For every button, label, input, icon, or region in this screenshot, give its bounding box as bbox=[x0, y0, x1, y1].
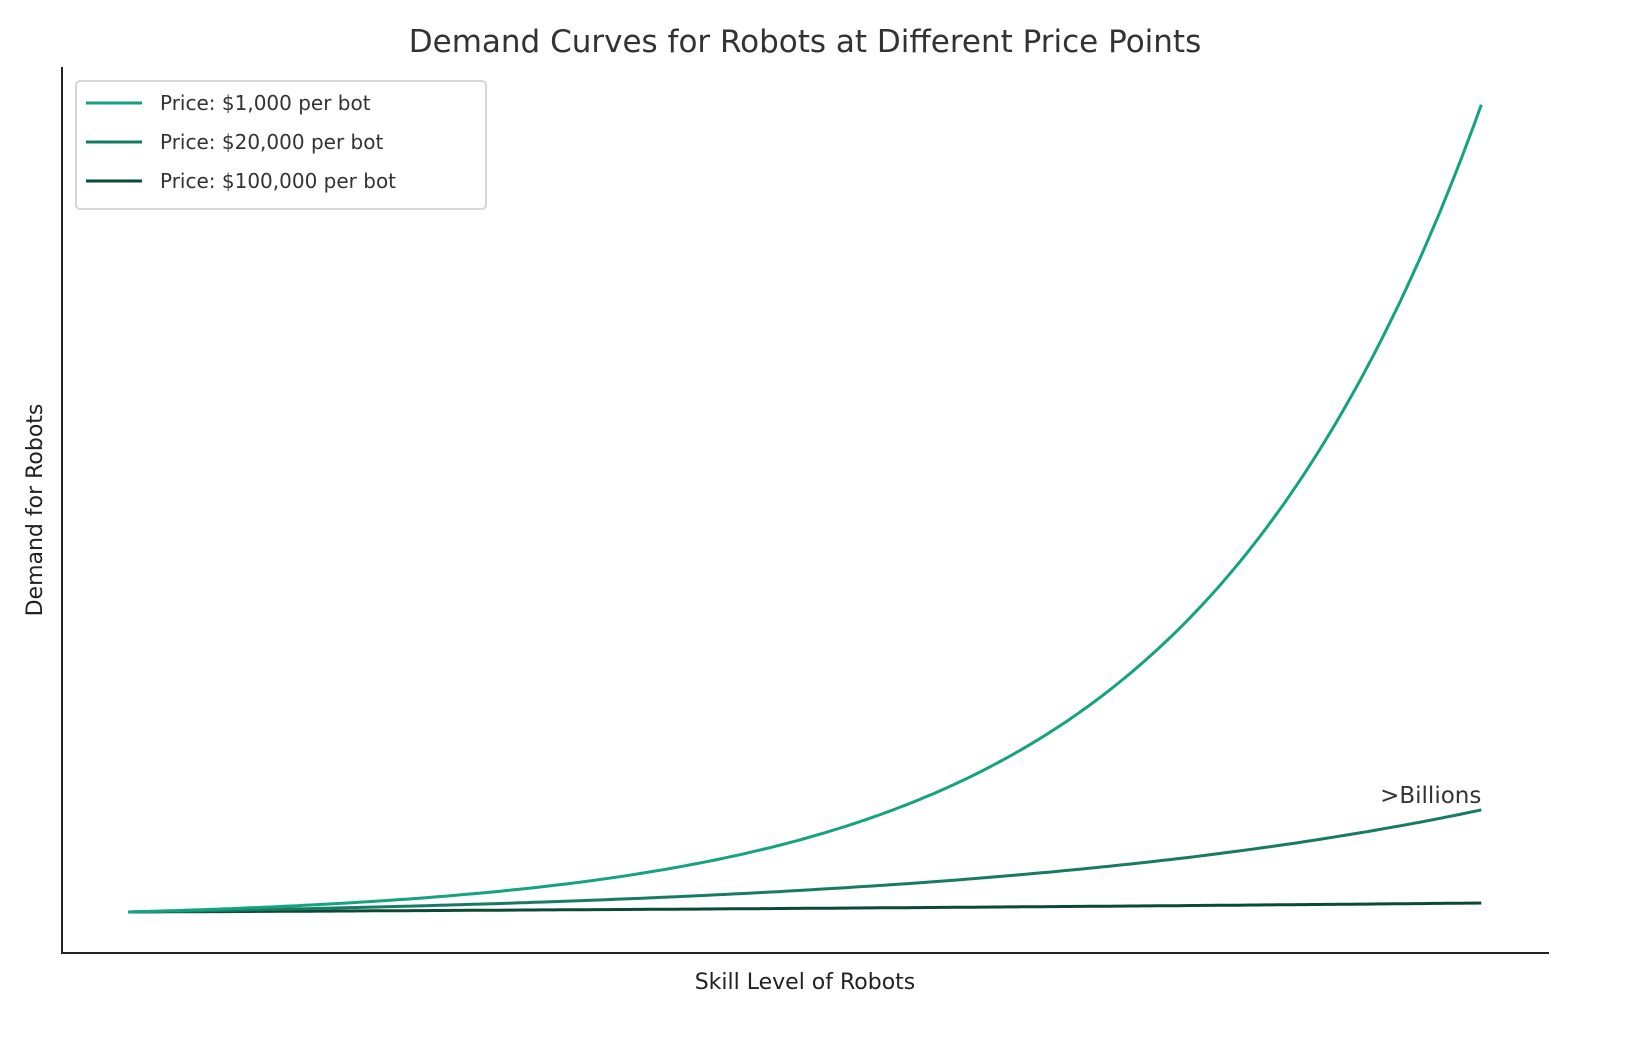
series-line-2 bbox=[128, 808, 1482, 914]
y-axis-label: Demand for Robots bbox=[23, 404, 48, 617]
plot-lines bbox=[128, 104, 1483, 914]
legend-label-1: Price: $1,000 per bot bbox=[160, 91, 371, 115]
x-axis-label: Skill Level of Robots bbox=[695, 970, 916, 995]
legend-frame bbox=[75, 80, 487, 210]
legend-label-3: Price: $100,000 per bot bbox=[160, 169, 396, 193]
series-line-3 bbox=[128, 901, 1482, 914]
chart-title: Demand Curves for Robots at Different Pr… bbox=[409, 24, 1201, 60]
annotation-billions: >Billions bbox=[1380, 783, 1481, 809]
series-line-1 bbox=[128, 104, 1483, 914]
legend: Price: $1,000 per bot Price: $20,000 per … bbox=[75, 80, 487, 210]
legend-label-2: Price: $20,000 per bot bbox=[160, 130, 383, 154]
